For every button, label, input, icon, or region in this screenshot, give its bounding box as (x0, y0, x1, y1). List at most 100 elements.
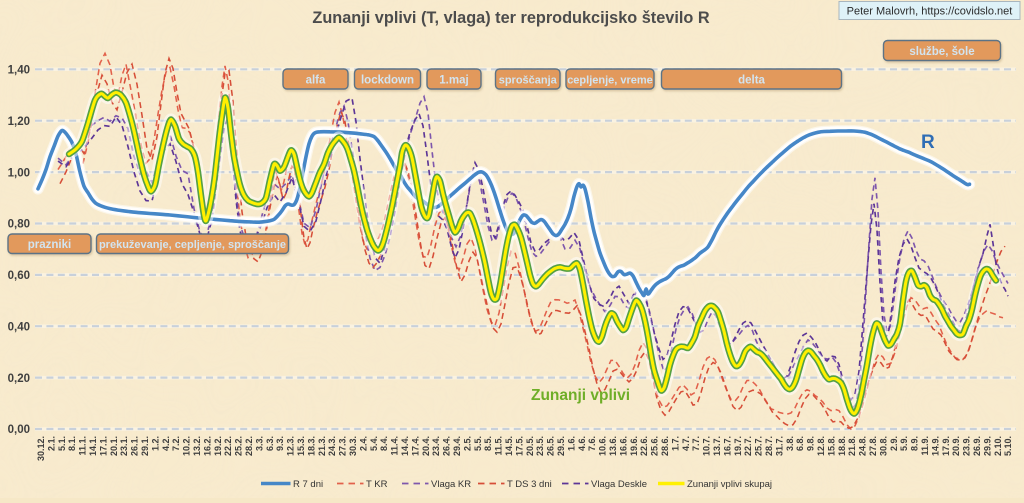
svg-text:6.8.: 6.8. (795, 436, 805, 451)
svg-text:7.2.: 7.2. (171, 436, 181, 451)
svg-text:11.4.: 11.4. (390, 436, 400, 456)
svg-text:5.9.: 5.9. (899, 436, 909, 451)
svg-text:9.3.: 9.3. (275, 436, 285, 451)
svg-text:Peter Malovrh, https://covidsl: Peter Malovrh, https://covidslo.net (847, 6, 1013, 18)
svg-text:28.2.: 28.2. (244, 436, 254, 456)
svg-text:5.10.: 5.10. (1003, 436, 1013, 456)
svg-text:28.7.: 28.7. (764, 436, 774, 456)
svg-text:5.1.: 5.1. (57, 436, 67, 451)
svg-text:R: R (921, 132, 935, 153)
svg-text:7.7.: 7.7. (691, 436, 701, 451)
svg-text:16.2.: 16.2. (202, 436, 212, 456)
svg-text:27.8.: 27.8. (868, 436, 878, 456)
svg-text:21.3.: 21.3. (317, 436, 327, 456)
svg-text:16.6.: 16.6. (618, 436, 628, 456)
svg-text:sproščanja: sproščanja (499, 74, 558, 86)
svg-text:3.3.: 3.3. (254, 436, 264, 451)
svg-text:R 7 dni: R 7 dni (293, 479, 323, 490)
svg-text:17.9.: 17.9. (941, 436, 951, 456)
svg-text:7.6.: 7.6. (587, 436, 597, 451)
svg-text:5.5.: 5.5. (473, 436, 483, 451)
svg-text:12.3.: 12.3. (286, 436, 296, 456)
svg-text:lockdown: lockdown (361, 74, 414, 86)
svg-text:26.5.: 26.5. (546, 436, 556, 456)
svg-text:26.9.: 26.9. (972, 436, 982, 456)
svg-text:23.4.: 23.4. (431, 436, 441, 456)
svg-text:25.6.: 25.6. (650, 436, 660, 456)
svg-text:1,20: 1,20 (8, 116, 30, 128)
svg-text:3.8.: 3.8. (785, 436, 795, 451)
svg-text:20.9.: 20.9. (951, 436, 961, 456)
svg-text:10.6.: 10.6. (598, 436, 608, 456)
svg-text:2.10.: 2.10. (993, 436, 1003, 456)
svg-text:19.7.: 19.7. (733, 436, 743, 456)
svg-text:5.4.: 5.4. (369, 436, 379, 451)
svg-text:30.3.: 30.3. (348, 436, 358, 456)
svg-text:prekuževanje, cepljenje, sproš: prekuževanje, cepljenje, sproščanje (99, 239, 286, 251)
svg-text:13.6.: 13.6. (608, 436, 618, 456)
svg-text:24.3.: 24.3. (327, 436, 337, 456)
svg-text:T KR: T KR (366, 479, 388, 490)
svg-text:29.4.: 29.4. (452, 436, 462, 456)
svg-text:30.8.: 30.8. (878, 436, 888, 456)
svg-text:19.6.: 19.6. (629, 436, 639, 456)
svg-text:0,60: 0,60 (8, 270, 30, 282)
svg-text:18.3.: 18.3. (306, 436, 316, 456)
svg-text:1.6.: 1.6. (566, 436, 576, 451)
svg-text:29.1.: 29.1. (140, 436, 150, 456)
svg-text:0,20: 0,20 (8, 373, 30, 385)
svg-text:8.5.: 8.5. (483, 436, 493, 451)
svg-text:1,40: 1,40 (8, 65, 30, 77)
svg-text:26.1.: 26.1. (130, 436, 140, 456)
svg-text:T DS 3 dni: T DS 3 dni (507, 479, 552, 490)
svg-text:25.2.: 25.2. (234, 436, 244, 456)
svg-text:prazniki: prazniki (28, 239, 71, 251)
svg-text:11.1.: 11.1. (78, 436, 88, 456)
svg-text:23.1.: 23.1. (119, 436, 129, 456)
svg-text:delta: delta (738, 74, 765, 86)
svg-text:23.5.: 23.5. (535, 436, 545, 456)
svg-text:24.8.: 24.8. (858, 436, 868, 456)
svg-text:Zunanji vplivi: Zunanji vplivi (531, 387, 630, 404)
svg-text:17.4.: 17.4. (410, 436, 420, 456)
svg-text:8.9.: 8.9. (910, 436, 920, 451)
svg-text:20.1.: 20.1. (109, 436, 119, 456)
svg-text:0,80: 0,80 (8, 219, 30, 231)
svg-text:2.4.: 2.4. (358, 436, 368, 451)
svg-text:4.2.: 4.2. (161, 436, 171, 451)
svg-text:8.1.: 8.1. (67, 436, 77, 451)
svg-text:22.7.: 22.7. (743, 436, 753, 456)
svg-text:0,00: 0,00 (8, 424, 30, 436)
svg-text:21.8.: 21.8. (847, 436, 857, 456)
svg-text:11.5.: 11.5. (494, 436, 504, 456)
svg-text:25.7.: 25.7. (754, 436, 764, 456)
svg-text:20.5.: 20.5. (525, 436, 535, 456)
svg-text:9.8.: 9.8. (806, 436, 816, 451)
svg-text:4.7.: 4.7. (681, 436, 691, 451)
svg-text:13.2.: 13.2. (192, 436, 202, 456)
svg-text:cepljenje, vreme: cepljenje, vreme (567, 74, 653, 86)
svg-text:2.5.: 2.5. (462, 436, 472, 451)
svg-text:23.9.: 23.9. (962, 436, 972, 456)
svg-text:26.4.: 26.4. (442, 436, 452, 456)
svg-text:službe, šole: službe, šole (909, 46, 974, 58)
svg-text:22.6.: 22.6. (639, 436, 649, 456)
svg-text:14.1.: 14.1. (88, 436, 98, 456)
svg-text:1.maj: 1.maj (439, 74, 468, 86)
svg-text:alfa: alfa (306, 74, 326, 86)
svg-text:27.3.: 27.3. (338, 436, 348, 456)
svg-text:2.9.: 2.9. (889, 436, 899, 451)
svg-text:29.5.: 29.5. (556, 436, 566, 456)
svg-text:12.8.: 12.8. (816, 436, 826, 456)
svg-text:14.9.: 14.9. (930, 436, 940, 456)
svg-text:20.4.: 20.4. (421, 436, 431, 456)
svg-text:14.4.: 14.4. (400, 436, 410, 456)
svg-text:10.2.: 10.2. (182, 436, 192, 456)
svg-text:Vlaga KR: Vlaga KR (431, 479, 471, 490)
svg-text:Zunanji vplivi skupaj: Zunanji vplivi skupaj (687, 479, 772, 490)
svg-text:1.2.: 1.2. (150, 436, 160, 451)
svg-text:Vlaga Deskle: Vlaga Deskle (591, 479, 647, 490)
svg-text:13.7.: 13.7. (712, 436, 722, 456)
svg-text:17.5.: 17.5. (514, 436, 524, 456)
svg-text:4.6.: 4.6. (577, 436, 587, 451)
